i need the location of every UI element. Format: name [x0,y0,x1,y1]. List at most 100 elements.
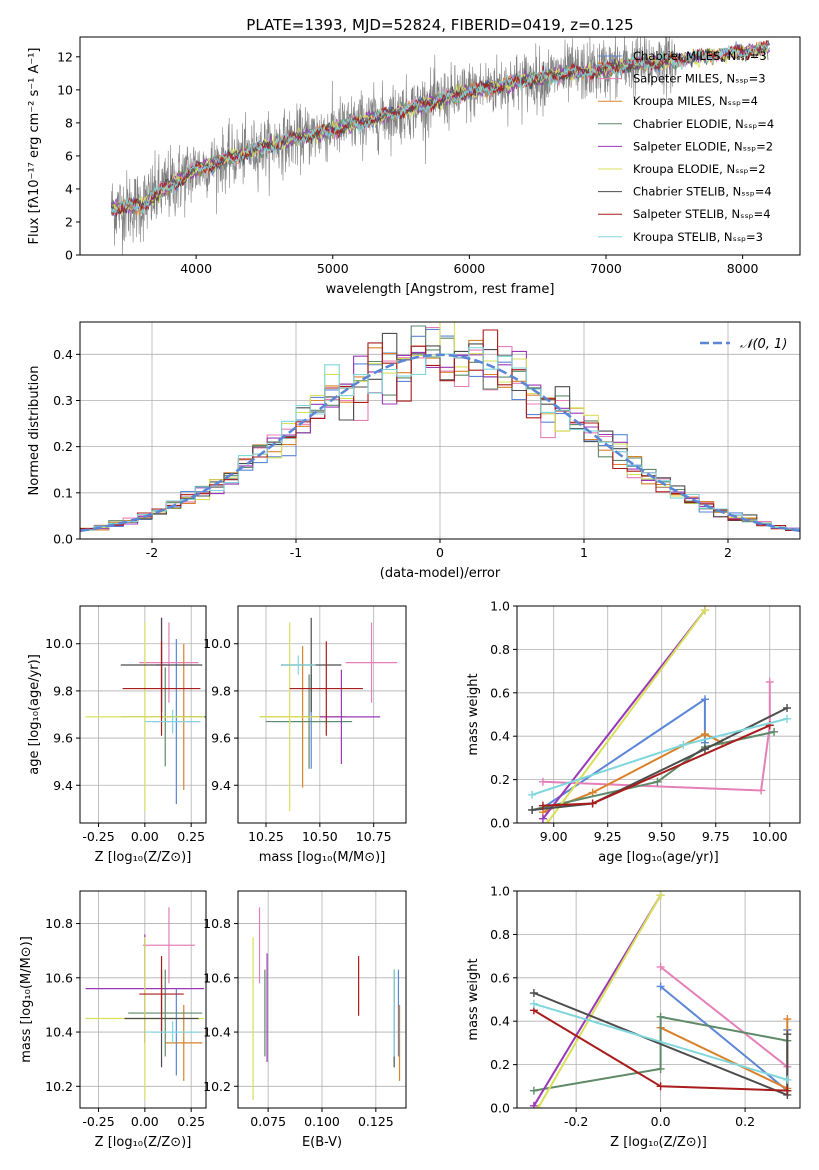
series-line [542,682,771,792]
series-marker [656,891,665,900]
figure-title: PLATE=1393, MJD=52824, FIBERID=0419, z=0… [246,16,633,34]
y-tick-label: 10.2 [45,1079,73,1094]
series-marker [534,1104,543,1108]
axes-frame [516,605,801,824]
grid [80,606,206,823]
legend-label: Kroupa MILES, Nₛₛₚ=4 [633,94,758,108]
series-marker [528,805,537,814]
y-tick-label: 0.8 [490,642,510,657]
y-tick-label: 4 [65,181,73,196]
y-tick-label: 0.2 [53,439,73,454]
x-tick-label: 0.25 [177,1114,205,1129]
x-tick-label: -0.25 [82,1114,114,1129]
grid [80,891,206,1108]
grid [238,606,406,823]
series-marker [700,745,709,754]
y-tick-label: 0.2 [490,1057,510,1072]
x-tick-label: 6000 [453,261,485,276]
x-tick-label: 8000 [727,261,759,276]
series-marker [528,790,537,799]
x-axis-label: (data-model)/error [380,566,501,581]
y-tick-label: 0.3 [53,393,73,408]
series-marker [783,1075,792,1084]
y-tick-label: 8 [65,115,73,130]
panel-5: 9.00 9.25 9.50 9.75 10.00 0.0 0.2 0.4 0.6 0.8 1.0 a… [466,599,801,865]
y-axis-label: age [log₁₀(age/yr)] [27,654,42,775]
x-tick-label: 0.100 [304,1114,340,1129]
y-tick-label: 0.8 [490,927,510,942]
model-spectrum [110,41,771,214]
y-tick-label: 10.0 [45,636,73,651]
series-marker [783,1086,792,1095]
axes-frame [516,890,801,1109]
plot-area [85,907,205,1100]
y-tick-label: 2 [65,214,73,229]
panel-6: -0.25 0.00 0.25 10.2 10.4 10.6 10.8 Z [log₁₀(Z/… [19,890,207,1150]
legend-label: Kroupa ELODIE, Nₛₛₚ=2 [633,162,766,176]
series-marker [656,962,665,971]
x-tick-label: 9.50 [648,829,676,844]
legend-label: Chabrier ELODIE, Nₛₛₚ=4 [633,117,774,131]
series-line [533,1002,788,1081]
y-tick-label: 0.0 [53,532,73,547]
series-marker [700,606,709,615]
x-axis-label: age [log₁₀(age/yr)] [598,850,719,865]
y-axis-label: mass weight [466,958,481,1040]
legend: 𝒩(0, 1) [700,337,787,352]
axes-frame [79,890,207,1109]
plot-area [252,907,401,1100]
y-axis-label: mass weight [466,673,481,755]
legend-label: Chabrier STELIB, Nₛₛₚ=4 [633,185,772,199]
series-line [542,724,771,807]
axes-frame [79,36,801,256]
series-marker [656,1012,665,1021]
y-tick-label: 10.2 [203,1079,231,1094]
y-tick-label: 0.1 [53,485,73,500]
y-tick-label: 9.6 [211,731,231,746]
plot-area [528,606,792,823]
y-tick-label: 0.4 [490,729,510,744]
y-tick-label: 6 [65,148,73,163]
x-axis-label: Z [log₁₀(Z/Z⊙)] [95,850,192,865]
panel-8: -0.2 0.0 0.2 0.0 0.2 0.4 0.6 0.8 1.0 Z [log₁₀(Z/Z… [466,884,801,1150]
series-marker [538,801,547,810]
axes-frame [79,605,207,824]
x-tick-label: 7000 [590,261,622,276]
series-marker [783,1030,792,1039]
legend-label: Chabrier MILES, Nₛₛₚ=3 [633,49,767,63]
series-marker [529,1086,538,1095]
model-spectrum [110,40,769,217]
grid [238,891,406,1108]
histogram [80,332,800,531]
y-tick-label: 9.8 [211,683,231,698]
x-tick-label: 0.25 [177,829,205,844]
y-tick-label: 0.0 [490,816,510,831]
y-tick-label: 1.0 [490,884,510,899]
series-marker [653,777,662,786]
legend-label: Salpeter STELIB, Nₛₛₚ=4 [633,207,771,221]
histogram [80,329,800,532]
series-marker [543,819,552,823]
y-tick-label: 10.4 [45,1025,73,1040]
series-marker [656,1082,665,1091]
series-marker [529,1101,538,1108]
x-tick-label: -2 [146,545,158,560]
series-line [533,1015,788,1092]
x-tick-label: 0.075 [250,1114,286,1129]
plot-area [259,617,398,812]
y-tick-label: 10.8 [45,916,73,931]
x-tick-label: 9.75 [702,829,730,844]
data-spectrum [111,37,678,255]
y-tick-label: 0.4 [490,1014,510,1029]
series-marker [588,799,597,808]
legend-label: Salpeter ELODIE, Nₛₛₚ=2 [633,139,773,153]
normal-curve [80,353,800,533]
y-tick-label: 10.0 [203,636,231,651]
x-tick-label: 5000 [317,261,349,276]
series-marker [538,814,547,823]
x-tick-label: 10.00 [752,829,788,844]
y-tick-label: 9.6 [53,731,73,746]
series-marker [783,703,792,712]
x-tick-label: 0.00 [131,1114,159,1129]
y-tick-label: 0.6 [490,970,510,985]
